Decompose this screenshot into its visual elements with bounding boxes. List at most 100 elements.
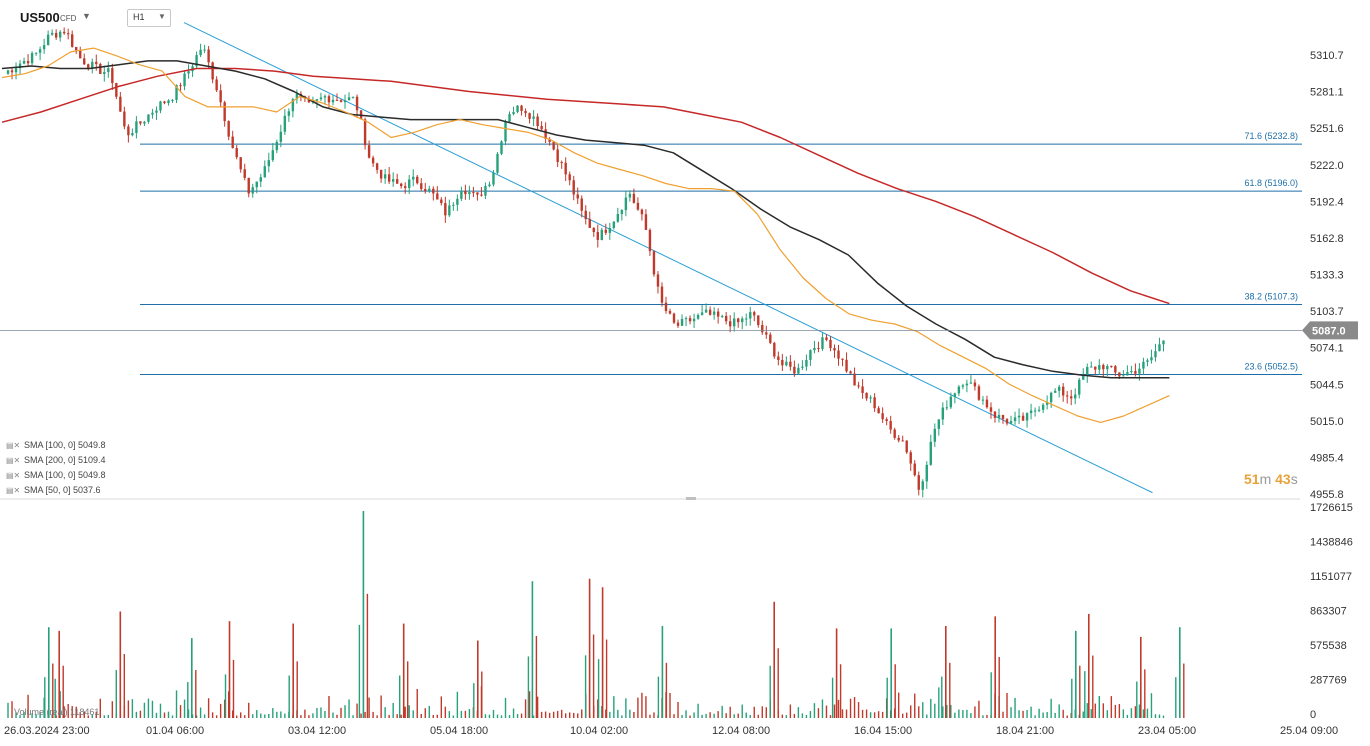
candle-body <box>680 318 684 326</box>
candle <box>556 144 559 168</box>
candle-body <box>1122 375 1125 377</box>
candle <box>953 392 957 404</box>
legend-item-sma200[interactable]: ▤✕ SMA [200, 0] 5109.4 <box>6 453 106 468</box>
candle <box>30 51 34 66</box>
candle <box>973 379 977 391</box>
candle-body <box>556 149 559 163</box>
volume-tick-label: 1151077 <box>1310 571 1352 583</box>
candle <box>151 108 154 119</box>
candle-body <box>813 347 816 351</box>
candle-body <box>817 347 820 349</box>
candle <box>163 100 166 105</box>
candle-body <box>307 98 311 103</box>
candle-body <box>516 105 519 113</box>
candle-body <box>761 325 764 333</box>
candle <box>488 181 491 188</box>
legend-item-sma100[interactable]: ▤✕ SMA [100, 0] 5049.8 <box>6 438 106 453</box>
settings-icon[interactable]: ▤✕ <box>6 486 21 495</box>
timeframe-select[interactable]: H1 ▼ <box>127 9 171 27</box>
candle-body <box>985 399 989 408</box>
candle <box>231 130 234 149</box>
candle-body <box>728 321 732 327</box>
candle-body <box>275 141 279 151</box>
candle <box>765 325 768 339</box>
candle <box>247 177 250 198</box>
candle <box>58 30 62 42</box>
candle <box>207 46 210 70</box>
candle <box>295 89 299 104</box>
candle-body <box>1041 404 1045 410</box>
candle-body <box>841 358 844 360</box>
candle-body <box>279 131 283 142</box>
candle <box>925 461 928 489</box>
candle-body <box>668 311 672 314</box>
settings-icon[interactable]: ▤✕ <box>6 441 21 450</box>
candle-body <box>327 96 331 103</box>
last-price-badge <box>1302 321 1358 340</box>
candle <box>436 186 439 200</box>
candle <box>985 395 989 409</box>
settings-icon[interactable]: ▤✕ <box>6 471 21 480</box>
candle-body <box>769 334 772 343</box>
candle-body <box>628 193 632 198</box>
candle-body <box>26 60 30 64</box>
candle <box>648 228 652 256</box>
candle-body <box>612 221 616 228</box>
candle-body <box>616 213 620 222</box>
candle-body <box>757 315 760 326</box>
candle-body <box>1037 409 1041 411</box>
time-tick-label: 10.04 02:00 <box>570 725 628 737</box>
candle-body <box>267 160 270 167</box>
candle <box>781 354 784 371</box>
candle-body <box>139 121 142 124</box>
candle <box>620 209 624 221</box>
candle-body <box>58 31 62 38</box>
candle-body <box>749 312 752 319</box>
candle-body <box>773 342 776 357</box>
candle <box>267 152 270 173</box>
candle-body <box>528 113 531 119</box>
candle <box>957 384 961 397</box>
candle-body <box>95 61 98 64</box>
candle <box>777 351 780 366</box>
candle-body <box>620 210 624 214</box>
legend-item-sma100-2[interactable]: ▤✕ SMA [100, 0] 5049.8 <box>6 468 106 483</box>
candle-body <box>203 49 206 51</box>
candle <box>1009 415 1013 425</box>
candle <box>668 308 672 315</box>
candle-body <box>315 99 319 101</box>
candle <box>187 64 190 79</box>
candle <box>608 222 612 240</box>
candle-body <box>925 464 928 482</box>
candle <box>785 356 788 367</box>
candle <box>119 92 122 113</box>
candle-body <box>716 311 720 317</box>
candle-body <box>1098 365 1101 370</box>
candle-body <box>636 202 640 210</box>
candle <box>1017 408 1021 425</box>
fib-level-label: 61.8 (5196.0) <box>1244 178 1298 188</box>
price-tick-label: 5044.5 <box>1310 379 1344 391</box>
symbol-name[interactable]: US500 <box>20 10 60 25</box>
candle-body <box>30 53 34 64</box>
candle <box>905 440 908 454</box>
timer-seconds-unit: s <box>1290 471 1298 487</box>
candle-body <box>247 177 250 194</box>
candle-body <box>632 193 636 203</box>
candlesticks <box>6 27 1165 498</box>
caret-down-icon[interactable]: ▼ <box>82 11 91 21</box>
candle <box>1025 412 1029 428</box>
candle <box>468 185 471 200</box>
candle-body <box>1049 392 1053 403</box>
candle-body <box>343 100 347 103</box>
candle-body <box>1102 365 1105 370</box>
legend-item-sma50[interactable]: ▤✕ SMA [50, 0] 5037.6 <box>6 483 106 498</box>
candle <box>809 349 812 366</box>
candle <box>516 105 519 114</box>
candle <box>155 106 158 120</box>
candle <box>99 62 102 75</box>
candle <box>572 175 575 201</box>
settings-icon[interactable]: ▤✕ <box>6 456 21 465</box>
candle-body <box>901 440 904 442</box>
